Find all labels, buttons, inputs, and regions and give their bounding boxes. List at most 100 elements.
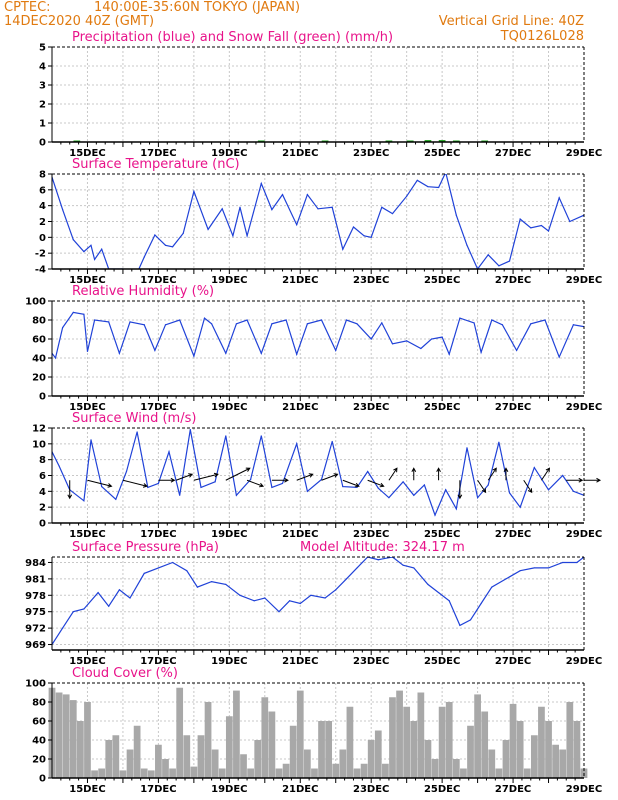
x-tick-label: 17DEC [140, 784, 176, 795]
y-tick-label: 0 [39, 392, 46, 403]
y-tick-label: 80 [32, 698, 46, 709]
data-point [448, 600, 450, 602]
bar-cloud [112, 735, 120, 778]
bar-cloud [84, 702, 91, 778]
data-point [477, 497, 479, 499]
bar-cloud [126, 749, 134, 778]
bar-cloud [169, 768, 176, 778]
bar-cloud [552, 744, 559, 778]
y-tick-label: 8 [39, 170, 46, 181]
data-point [154, 349, 156, 351]
bar-cloud [339, 749, 347, 778]
data-point [533, 567, 535, 569]
y-tick-label: 1 [39, 119, 46, 130]
bar-cloud [261, 697, 269, 778]
x-tick-label: 15DEC [69, 402, 105, 413]
x-tick-label: 25DEC [424, 529, 460, 540]
data-point [108, 321, 110, 323]
data-point [129, 321, 131, 323]
data-point [171, 561, 174, 564]
data-point [487, 484, 489, 486]
data-point [129, 597, 131, 599]
data-point [473, 322, 475, 324]
data-point [558, 197, 560, 199]
bar-cloud [545, 721, 552, 778]
wind-vector-arrow [342, 479, 360, 488]
bar-cloud [197, 735, 205, 778]
panel-title-pressure: Surface Pressure (hPa) [72, 540, 219, 555]
data-point [62, 327, 64, 329]
wind-vector-arrow [122, 479, 148, 488]
data-point [221, 208, 223, 210]
x-tick-label: 17DEC [140, 656, 176, 667]
data-point [533, 466, 535, 469]
bar-cloud [77, 721, 84, 778]
bar-cloud [523, 768, 531, 778]
data-point [508, 492, 511, 494]
bar-cloud [275, 768, 283, 778]
data-point [345, 319, 347, 321]
x-tick-label: 25DEC [424, 148, 460, 159]
data-point [466, 447, 468, 449]
x-tick-label: 15DEC [69, 529, 105, 540]
panel-wind: 0 2 4 6 8 10 12 15DEC 17DEC 19DEC 21DEC 23DEC 25DEC 2… [32, 424, 602, 541]
data-point [519, 570, 521, 572]
data-point [72, 611, 74, 613]
data-point [530, 323, 532, 325]
x-tick-label: 23DEC [353, 148, 389, 159]
data-point [211, 581, 213, 583]
y-tick-label: 4 [39, 487, 46, 498]
data-point [232, 235, 234, 237]
y-tick-label: 40 [32, 736, 46, 747]
bar-cloud [481, 711, 489, 778]
wind-vector-arrow [296, 473, 314, 481]
panel-title-precip: Precipitation (blue) and Snow Fall (gree… [72, 30, 393, 45]
x-tick-label: 25DEC [424, 402, 460, 413]
data-point [437, 186, 440, 189]
y-tick-label: 100 [25, 297, 46, 308]
data-point [143, 572, 145, 575]
wind-vector-arrow [158, 477, 176, 483]
data-point [271, 323, 273, 325]
bar-precip [438, 140, 446, 142]
data-point [505, 578, 507, 580]
x-tick-label: 19DEC [211, 402, 247, 413]
y-tick-label: 40 [32, 354, 46, 365]
data-point [402, 481, 404, 483]
wind-vector-arrow [477, 479, 487, 494]
y-tick-label: 60 [32, 335, 46, 346]
data-point [186, 570, 188, 572]
wind-vector-arrow [436, 467, 441, 481]
x-tick-label: 15DEC [69, 148, 105, 159]
data-point [391, 343, 394, 345]
y-tick-label: 972 [25, 624, 46, 635]
bar-cloud [374, 730, 382, 778]
bar-cloud [233, 690, 240, 778]
x-tick-label: 19DEC [211, 148, 247, 159]
bar-cloud [133, 725, 141, 778]
y-tick-label: 978 [25, 591, 46, 602]
wind-vector-arrow [411, 467, 417, 481]
data-point [310, 594, 312, 596]
data-point [271, 209, 273, 211]
data-point [466, 244, 468, 246]
data-point [391, 212, 394, 215]
bar-cloud [389, 697, 396, 778]
data-point [356, 567, 358, 569]
wind-vector-arrow [523, 479, 533, 494]
bar-cloud [162, 759, 169, 778]
data-point [157, 567, 159, 569]
series-line-rh [52, 311, 584, 360]
wind-vector-arrow [487, 467, 497, 481]
data-point [246, 235, 248, 237]
bar-cloud [176, 687, 184, 778]
y-tick-label: 12 [32, 424, 46, 435]
data-point [381, 206, 383, 208]
bar-cloud [218, 768, 226, 778]
data-point [306, 490, 308, 492]
x-tick-label: 29DEC [566, 529, 602, 540]
data-point [253, 600, 255, 602]
x-tick-label: 25DEC [424, 784, 460, 795]
data-point [168, 451, 170, 453]
data-point [225, 583, 227, 585]
